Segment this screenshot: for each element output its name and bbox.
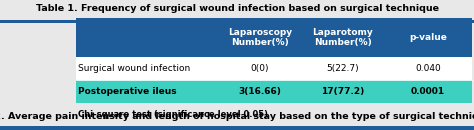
Text: Table 2. Average pain intensity and length of hospital stay based on the type of: Table 2. Average pain intensity and leng… bbox=[0, 112, 474, 121]
Text: 0.0001: 0.0001 bbox=[411, 87, 445, 96]
Bar bbox=[76, 57, 472, 80]
Text: 17(77.2): 17(77.2) bbox=[321, 87, 365, 96]
Text: p-value: p-value bbox=[409, 33, 447, 42]
Text: Chi-square test (significance level 0.05): Chi-square test (significance level 0.05… bbox=[78, 110, 268, 119]
Text: 0.040: 0.040 bbox=[415, 64, 441, 73]
Text: 3(16.66): 3(16.66) bbox=[238, 87, 282, 96]
Text: Laparotomy
Number(%): Laparotomy Number(%) bbox=[313, 28, 374, 47]
Bar bbox=[0, 20, 474, 23]
Text: Laparoscopy
Number(%): Laparoscopy Number(%) bbox=[228, 28, 292, 47]
Bar bbox=[0, 126, 474, 130]
Text: 0(0): 0(0) bbox=[251, 64, 269, 73]
Text: 5(22.7): 5(22.7) bbox=[327, 64, 359, 73]
Text: Table 1. Frequency of surgical wound infection based on surgical technique: Table 1. Frequency of surgical wound inf… bbox=[36, 4, 438, 13]
Text: Surgical wound infection: Surgical wound infection bbox=[78, 64, 191, 73]
Text: Postoperative ileus: Postoperative ileus bbox=[78, 87, 177, 96]
Bar bbox=[76, 80, 472, 103]
Bar bbox=[76, 18, 472, 57]
